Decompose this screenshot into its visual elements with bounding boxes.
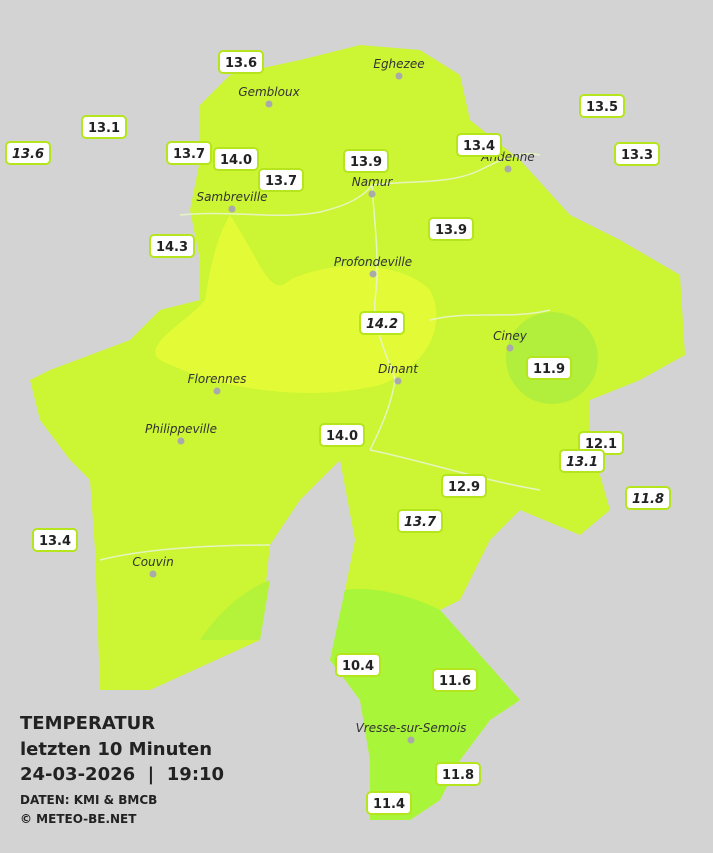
station-box bbox=[32, 528, 78, 552]
station-value: 11.6 bbox=[439, 674, 471, 689]
station-value: 13.4 bbox=[39, 534, 71, 549]
city-dot bbox=[506, 344, 514, 352]
station-box bbox=[335, 653, 381, 677]
station-box bbox=[579, 94, 625, 118]
city-dot bbox=[504, 165, 512, 173]
station-box bbox=[359, 311, 405, 335]
title: TEMPERATUR bbox=[20, 713, 155, 734]
station-box bbox=[456, 133, 502, 157]
cool-zone bbox=[200, 580, 270, 640]
city-dot bbox=[265, 100, 273, 108]
river bbox=[99, 152, 551, 561]
station-value: 14.3 bbox=[156, 240, 188, 255]
city-dot bbox=[228, 205, 236, 213]
city-name: Namur bbox=[352, 175, 394, 189]
city-name: Florennes bbox=[188, 372, 247, 386]
city-name: Vresse-sur-Semois bbox=[356, 721, 467, 735]
station-value: 13.6 bbox=[225, 56, 257, 71]
station-value: 13.7 bbox=[404, 515, 437, 530]
city-name: Couvin bbox=[132, 555, 173, 569]
cool-zone bbox=[330, 589, 520, 820]
station-value: 10.4 bbox=[342, 659, 374, 674]
station-box bbox=[435, 762, 481, 786]
station-value: 14.0 bbox=[220, 153, 252, 168]
city-name: Sambreville bbox=[196, 190, 267, 204]
station-box bbox=[526, 356, 572, 380]
station-box bbox=[343, 149, 389, 173]
station-value: 13.5 bbox=[586, 100, 618, 115]
station-box bbox=[166, 141, 212, 165]
station-box bbox=[366, 791, 412, 815]
city-dot bbox=[177, 437, 185, 445]
station-value: 14.2 bbox=[366, 317, 398, 332]
city-name: Gembloux bbox=[238, 85, 300, 99]
station-box bbox=[258, 168, 304, 192]
station-box bbox=[218, 50, 264, 74]
station-box bbox=[625, 486, 671, 510]
city-name: Eghezee bbox=[373, 57, 424, 71]
station-box bbox=[213, 147, 259, 171]
station-value: 11.9 bbox=[533, 362, 565, 377]
title: 24-03-2026 | 19:10 bbox=[20, 764, 224, 785]
warm-zone bbox=[155, 215, 437, 393]
station-value: 13.1 bbox=[88, 121, 120, 136]
station-value: 13.4 bbox=[463, 139, 495, 154]
station-value: 12.1 bbox=[585, 437, 617, 452]
city-name: Philippeville bbox=[145, 422, 217, 436]
station-value: 12.9 bbox=[448, 480, 480, 495]
station-value: 13.1 bbox=[566, 455, 598, 470]
station-box bbox=[432, 668, 478, 692]
station-box bbox=[559, 449, 605, 473]
station-box bbox=[397, 509, 443, 533]
city-dot bbox=[213, 387, 221, 395]
city-name: Dinant bbox=[378, 362, 419, 376]
title: letzten 10 Minuten bbox=[20, 739, 212, 760]
station-value: 14.0 bbox=[326, 429, 358, 444]
copyright: © METEO-BE.NET bbox=[20, 812, 137, 826]
station-value: 13.9 bbox=[435, 223, 467, 238]
source: DATEN: KMI & BMCB bbox=[20, 793, 157, 807]
station-value: 13.6 bbox=[12, 147, 44, 162]
station-box bbox=[428, 217, 474, 241]
station-value: 11.8 bbox=[442, 768, 474, 783]
station-box bbox=[149, 234, 195, 258]
station-value: 13.7 bbox=[265, 174, 297, 189]
city-dot bbox=[394, 377, 402, 385]
station-value: 11.8 bbox=[632, 492, 664, 507]
city-name: Profondeville bbox=[334, 255, 412, 269]
city-dot bbox=[149, 570, 157, 578]
station-box bbox=[5, 141, 51, 165]
station-value: 11.4 bbox=[373, 797, 405, 812]
city-dot bbox=[395, 72, 403, 80]
station-value: 13.7 bbox=[173, 147, 205, 162]
city-dot bbox=[368, 190, 376, 198]
station-box bbox=[319, 423, 365, 447]
station-box bbox=[81, 115, 127, 139]
station-value: 13.9 bbox=[350, 155, 382, 170]
city-name: Ciney bbox=[493, 329, 528, 343]
city-dot bbox=[369, 270, 377, 278]
station-box bbox=[441, 474, 487, 498]
station-box bbox=[614, 142, 660, 166]
city-dot bbox=[407, 736, 415, 744]
station-value: 13.3 bbox=[621, 148, 653, 163]
